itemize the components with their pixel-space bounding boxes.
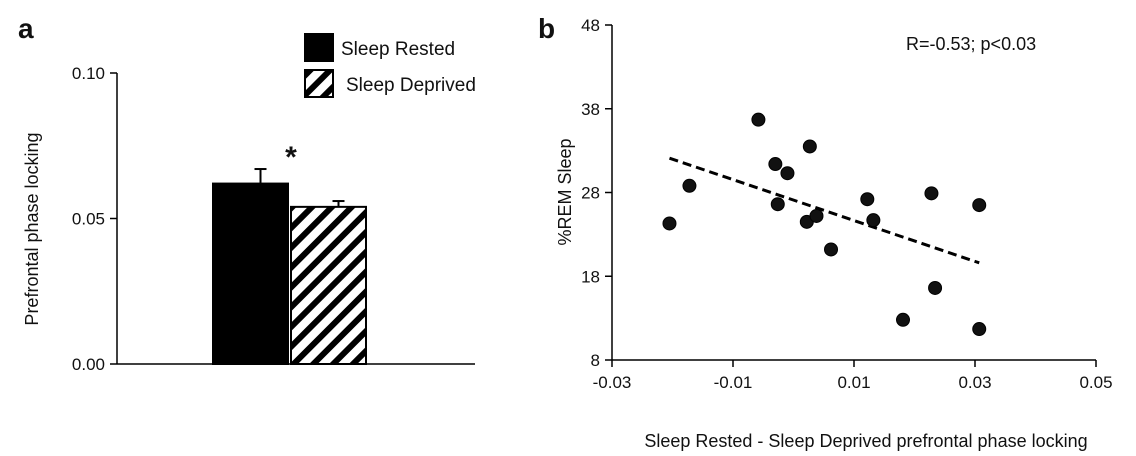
correlation-annotation: R=-0.53; p<0.03 — [906, 34, 1036, 54]
legend-swatch — [304, 33, 334, 62]
data-point — [860, 192, 875, 207]
legend-label: Sleep Rested — [341, 39, 455, 60]
panel-b-axes: 8 18 28 38 48 -0.03 -0.01 0.01 0.03 0.05 — [581, 16, 1112, 392]
panel-a-axes: 0.00 0.05 0.10 — [72, 64, 475, 374]
panel-a-legend: Sleep Rested Sleep Deprived — [304, 33, 476, 98]
bar-sleep-rested — [212, 182, 289, 365]
panel-b: b %REM Sleep Sleep Rested - Sleep Depriv… — [538, 13, 1113, 451]
y-tick-label: 38 — [581, 100, 600, 119]
panel-a-label: a — [18, 13, 34, 44]
y-tick-label: 48 — [581, 16, 600, 35]
y-tick-label: 18 — [581, 267, 600, 286]
panel-b-points — [662, 112, 987, 337]
y-tick-label: 8 — [591, 351, 600, 370]
significance-marker: * — [285, 141, 297, 174]
panel-b-y-axis-title: %REM Sleep — [555, 138, 575, 245]
data-point — [866, 213, 881, 228]
bar-sleep-deprived — [290, 205, 367, 365]
data-point — [972, 322, 987, 337]
panel-b-label: b — [538, 13, 555, 44]
y-tick-label: 0.05 — [72, 210, 105, 229]
data-point — [924, 186, 939, 201]
legend-label: Sleep Deprived — [346, 75, 476, 96]
legend-swatch — [304, 69, 334, 98]
data-point — [896, 312, 911, 327]
y-tick-label: 28 — [581, 184, 600, 203]
x-tick-label: 0.03 — [958, 373, 991, 392]
y-tick-label: 0.00 — [72, 355, 105, 374]
x-tick-label: -0.01 — [714, 373, 753, 392]
x-tick-label: 0.05 — [1079, 373, 1112, 392]
data-point — [770, 197, 785, 212]
data-point — [928, 280, 943, 295]
x-tick-label: -0.03 — [593, 373, 632, 392]
trend-line — [668, 156, 980, 265]
panel-a: a Prefrontal phase locking 0.000.050.10 … — [18, 13, 476, 374]
panel-b-x-axis-title: Sleep Rested - Sleep Deprived prefrontal… — [644, 431, 1087, 451]
data-point — [802, 139, 817, 154]
panel-a-y-axis-title: Prefrontal phase locking — [22, 132, 42, 325]
y-tick-label: 0.10 — [72, 64, 105, 83]
data-point — [751, 112, 766, 127]
data-point — [662, 216, 677, 231]
data-point — [768, 157, 783, 172]
panel-a-bars — [212, 168, 367, 365]
data-point — [682, 178, 697, 193]
x-tick-label: 0.01 — [837, 373, 870, 392]
data-point — [809, 208, 824, 223]
data-point — [780, 166, 795, 181]
data-point — [824, 242, 839, 257]
data-point — [972, 198, 987, 213]
